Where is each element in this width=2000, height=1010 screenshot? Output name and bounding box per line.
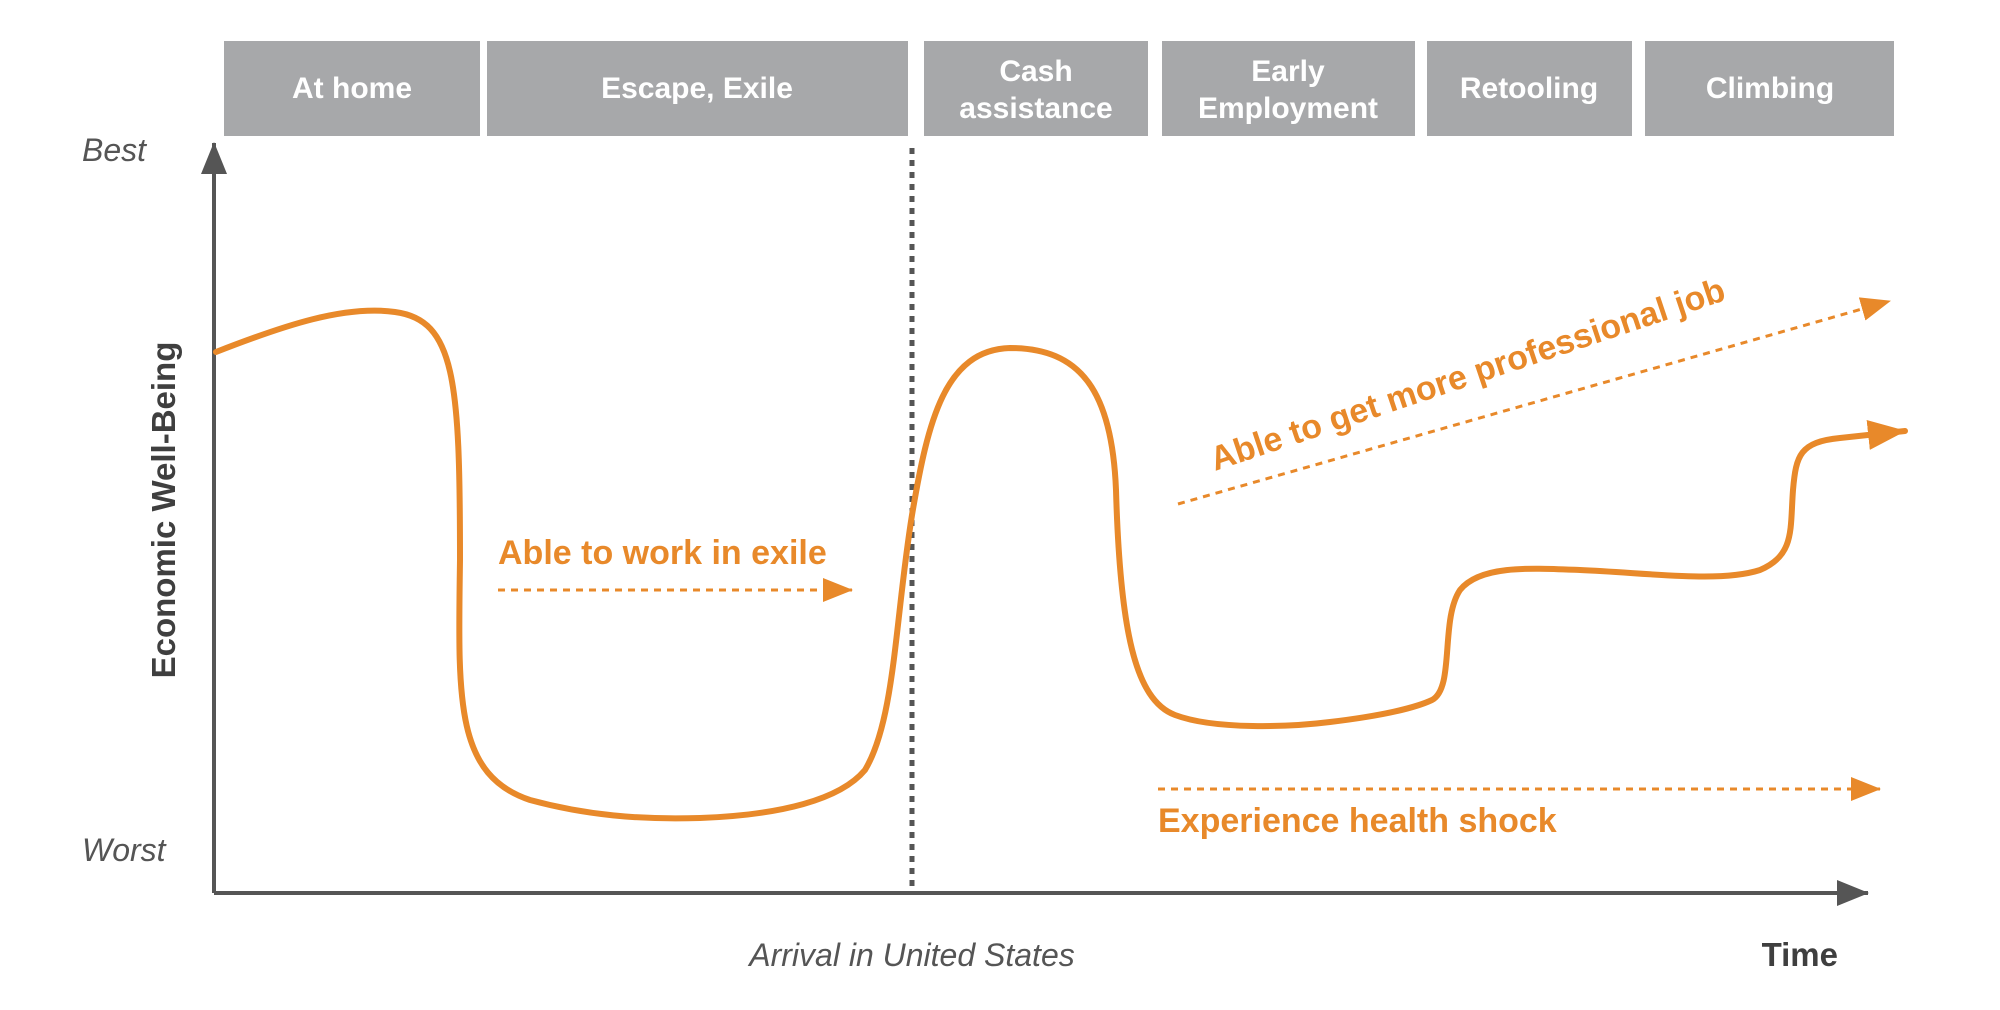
phase-label-line-2: Employment — [1198, 92, 1378, 125]
y-axis-worst-label: Worst — [82, 832, 167, 868]
annotation-health-shock: Experience health shock — [1158, 802, 1557, 840]
annotation-professional-job-arrow — [1177, 297, 1891, 506]
phase-label: At home — [292, 72, 412, 105]
phase-label-line-2: assistance — [959, 92, 1112, 125]
phase-at-home: At home — [224, 41, 480, 136]
arrival-label: Arrival in United States — [747, 937, 1074, 973]
phase-label: Climbing — [1706, 72, 1834, 105]
phase-box — [1162, 41, 1415, 136]
annotation-professional-job: Able to get more professional job — [1205, 271, 1729, 478]
phase-climbing: Climbing — [1645, 41, 1894, 136]
phase-retooling: Retooling — [1427, 41, 1632, 136]
y-axis-title: Economic Well-Being — [145, 342, 182, 679]
phase-escape-exile: Escape, Exile — [487, 41, 908, 136]
phase-early-employment: Early Employment — [1162, 41, 1415, 136]
phase-label: Escape, Exile — [601, 72, 793, 105]
phase-label-line-1: Cash — [999, 55, 1072, 88]
x-axis-title: Time — [1762, 936, 1838, 973]
phase-box — [1427, 41, 1632, 136]
phase-box — [1645, 41, 1894, 136]
phase-header: At home Escape, Exile Cash assistance Ea… — [224, 41, 1894, 136]
phase-label-line-1: Early — [1251, 55, 1325, 88]
y-axis-best-label: Best — [82, 132, 147, 168]
well-being-curve — [213, 307, 1908, 822]
phase-box — [924, 41, 1148, 136]
phase-box — [487, 41, 908, 136]
annotation-work-in-exile: Able to work in exile — [498, 534, 827, 572]
phase-box — [224, 41, 480, 136]
phase-cash-assistance: Cash assistance — [924, 41, 1148, 136]
phase-label: Retooling — [1460, 72, 1598, 105]
